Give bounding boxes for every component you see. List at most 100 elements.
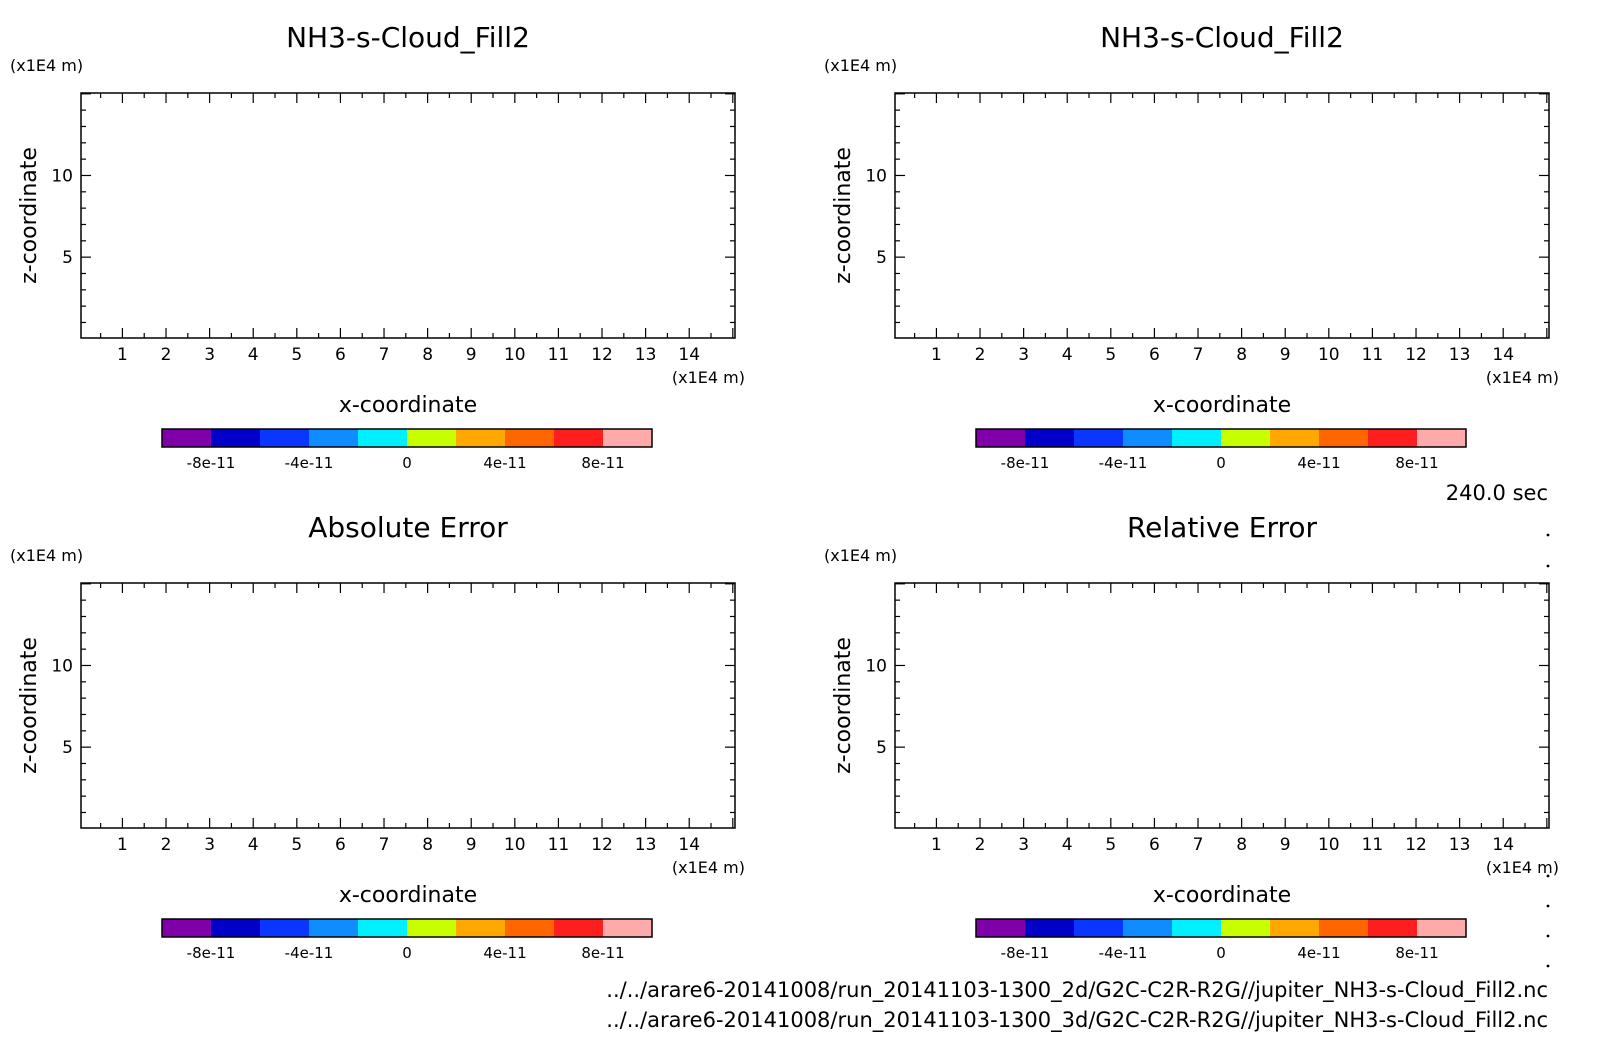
y-tick-label: 10 <box>51 656 73 676</box>
x-tick-label: 1 <box>117 835 128 855</box>
y-axis-label: z-coordinate <box>831 637 856 774</box>
colorbar-tick-label: -4e-11 <box>1099 944 1148 962</box>
colorbar-swatch <box>1368 919 1418 937</box>
x-tick-label: 13 <box>635 345 657 365</box>
colorbar-swatch <box>456 919 506 937</box>
y-tick-label: 5 <box>876 248 887 268</box>
y-axis-label: z-coordinate <box>17 637 42 774</box>
y-tick-label: 5 <box>876 738 887 758</box>
panel-title: Relative Error <box>1127 511 1318 544</box>
colorbar-frame <box>161 428 653 448</box>
file-path-2d: ../../arare6-20141008/run_20141103-1300_… <box>606 978 1548 1003</box>
plot-frame <box>894 582 1550 829</box>
x-tick-label: 10 <box>504 345 526 365</box>
colorbar-tick-label: 0 <box>402 944 412 962</box>
x-tick-label: 5 <box>291 835 302 855</box>
x-tick-label: 1 <box>117 345 128 365</box>
colorbar-swatch <box>1172 429 1222 447</box>
colorbar-swatch <box>407 429 457 447</box>
colorbar-tick-label: -8e-11 <box>1001 944 1050 962</box>
y-unit-label: (x1E4 m) <box>824 56 897 75</box>
colorbar-tick-label: 8e-11 <box>1395 454 1438 472</box>
colorbar-swatch <box>976 919 1026 937</box>
plot-frame <box>80 92 736 339</box>
colorbar-swatch <box>1319 919 1369 937</box>
colorbar-tick-label: -8e-11 <box>1001 454 1050 472</box>
margin-dot <box>1546 533 1550 537</box>
x-unit-label: (x1E4 m) <box>1486 368 1559 387</box>
colorbar-swatch <box>1074 429 1124 447</box>
x-tick-label: 4 <box>248 345 259 365</box>
colorbar-tick-label: 0 <box>1216 944 1226 962</box>
x-tick-label: 11 <box>1362 345 1384 365</box>
x-tick-label: 8 <box>1236 345 1247 365</box>
x-axis-label: x-coordinate <box>1153 883 1291 908</box>
colorbar-tick-label: -4e-11 <box>285 454 334 472</box>
colorbar-tick-label: 0 <box>402 454 412 472</box>
x-tick-label: 7 <box>1193 835 1204 855</box>
x-tick-label: 2 <box>975 345 986 365</box>
x-tick-label: 3 <box>1018 345 1029 365</box>
y-tick-label: 5 <box>62 248 73 268</box>
panel-bottom-right: Relative Error(x1E4 m)1 2 3 4 5 6 7 8 9 10 11 12 13 1… <box>824 511 1559 962</box>
colorbar-swatch <box>603 429 653 447</box>
x-tick-label: 12 <box>1405 345 1427 365</box>
x-tick-label: 1 <box>931 835 942 855</box>
x-unit-label: (x1E4 m) <box>672 858 745 877</box>
x-tick-label: 11 <box>548 835 570 855</box>
colorbar-tick-label: 4e-11 <box>1297 944 1340 962</box>
plot-frame <box>80 582 736 829</box>
file-path-3d: ../../arare6-20141008/run_20141103-1300_… <box>606 1008 1548 1033</box>
colorbar-swatch <box>1123 429 1173 447</box>
colorbar-swatch <box>1074 919 1124 937</box>
colorbar-tick-label: -8e-11 <box>187 454 236 472</box>
x-tick-label: 7 <box>379 345 390 365</box>
x-tick-label: 12 <box>591 345 613 365</box>
x-tick-label: 6 <box>1149 835 1160 855</box>
y-tick-label: 5 <box>62 738 73 758</box>
colorbar-tick-label: 0 <box>1216 454 1226 472</box>
x-tick-label: 14 <box>1492 835 1514 855</box>
x-tick-label: 9 <box>1280 835 1291 855</box>
colorbar-swatch <box>1025 429 1075 447</box>
colorbar-tick-label: -8e-11 <box>187 944 236 962</box>
colorbar-swatch <box>1025 919 1075 937</box>
colorbar-swatch <box>1123 919 1173 937</box>
margin-dot <box>1546 904 1550 908</box>
panel-top-left: NH3-s-Cloud_Fill2(x1E4 m)1 2 3 4 5 6 7 8 9 10 11 12… <box>10 21 745 472</box>
x-tick-label: 13 <box>1449 835 1471 855</box>
colorbar-swatch <box>1270 919 1320 937</box>
x-tick-label: 9 <box>466 835 477 855</box>
colorbar-swatch <box>1417 429 1467 447</box>
panel-bottom-left: Absolute Error(x1E4 m)1 2 3 4 5 6 7 8 9 10 11 12 13 1… <box>10 511 745 962</box>
colorbar-swatch <box>1221 919 1271 937</box>
x-tick-label: 2 <box>161 835 172 855</box>
y-tick-label: 10 <box>865 166 887 186</box>
colorbar-swatch <box>407 919 457 937</box>
colorbar-swatch <box>554 919 604 937</box>
x-tick-label: 14 <box>678 345 700 365</box>
y-tick-label: 10 <box>51 166 73 186</box>
colorbar-swatch <box>309 919 359 937</box>
x-tick-label: 14 <box>1492 345 1514 365</box>
plot-frame <box>894 92 1550 339</box>
colorbar-swatch <box>358 919 408 937</box>
colorbar-swatch <box>260 919 310 937</box>
x-tick-label: 6 <box>335 345 346 365</box>
x-tick-label: 11 <box>548 345 570 365</box>
colorbar-swatch <box>260 429 310 447</box>
y-axis-label: z-coordinate <box>831 147 856 284</box>
x-tick-label: 9 <box>1280 345 1291 365</box>
x-axis-label: x-coordinate <box>339 883 477 908</box>
x-tick-label: 9 <box>466 345 477 365</box>
colorbar-swatch <box>1319 429 1369 447</box>
x-tick-label: 5 <box>291 345 302 365</box>
y-unit-label: (x1E4 m) <box>10 56 83 75</box>
colorbar-swatch <box>1368 429 1418 447</box>
colorbar-swatch <box>456 429 506 447</box>
colorbar-swatch <box>162 429 212 447</box>
time-label: 240.0 sec <box>1446 481 1548 505</box>
margin-dot <box>1546 564 1550 568</box>
colorbar-swatch <box>1221 429 1271 447</box>
